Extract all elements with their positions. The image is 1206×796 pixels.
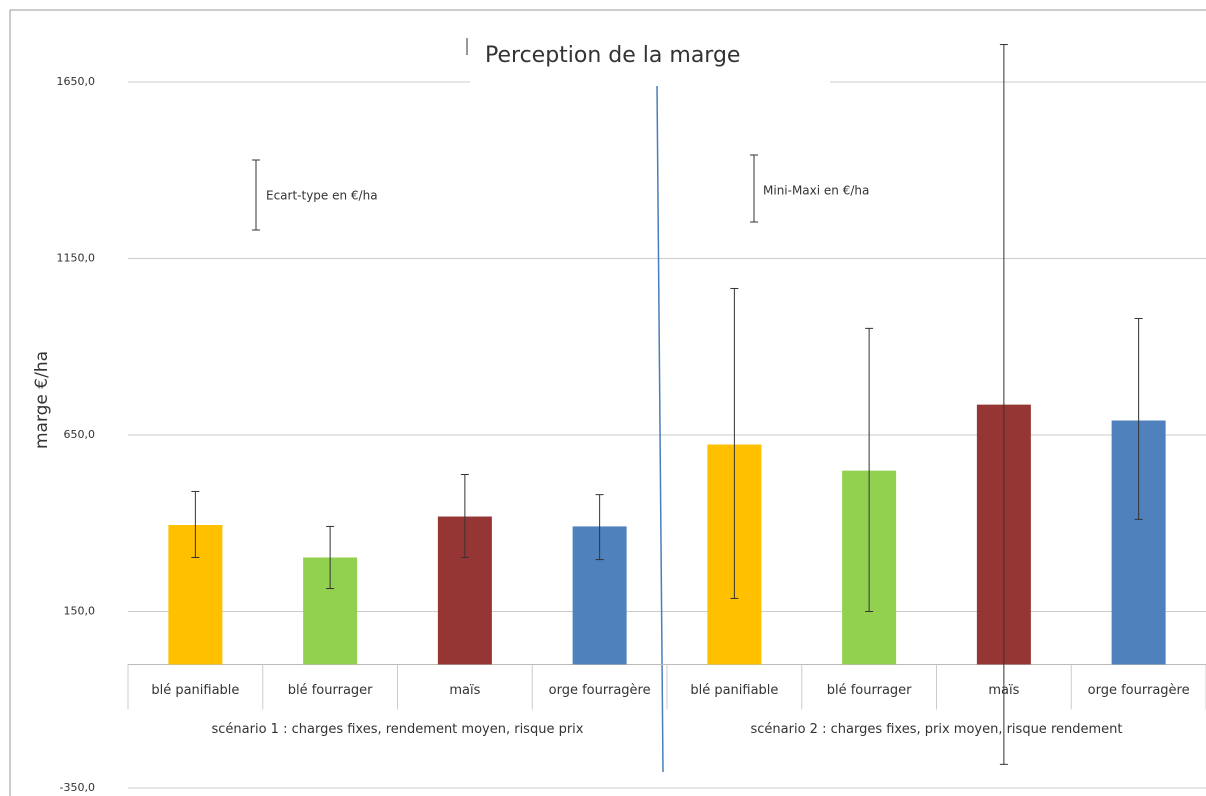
legend-errorbar-2 [750, 154, 758, 223]
divider [656, 84, 664, 773]
x-tick-label: blé fourrager [827, 683, 912, 698]
y-tick-label: 650,0 [64, 428, 96, 441]
x-tick-label: blé panifiable [151, 683, 239, 698]
legend-errorbar-1 [252, 159, 260, 231]
chart-title: Perception de la marge [485, 43, 740, 68]
y-tick-label: 1650,0 [57, 75, 96, 88]
group-label: scénario 1 : charges fixes, rendement mo… [212, 722, 584, 737]
title-box [470, 28, 830, 86]
y-tick-label: 1150,0 [57, 251, 96, 264]
x-tick-label: orge fourragère [1088, 683, 1190, 698]
x-tick-label: blé panifiable [690, 683, 778, 698]
x-tick-label: maïs [988, 683, 1019, 698]
annotation: Mini-Maxi en €/ha [763, 184, 869, 198]
annotation: Ecart-type en €/ha [266, 189, 378, 203]
y-tick-label: 150,0 [64, 604, 96, 617]
x-tick-label: orge fourragère [549, 683, 651, 698]
y-axis-label: marge €/ha [32, 351, 52, 449]
y-tick-label: -350,0 [60, 781, 95, 794]
group-label: scénario 2 : charges fixes, prix moyen, … [751, 722, 1123, 737]
x-tick-label: blé fourrager [288, 683, 373, 698]
x-tick-label: maïs [449, 683, 480, 698]
